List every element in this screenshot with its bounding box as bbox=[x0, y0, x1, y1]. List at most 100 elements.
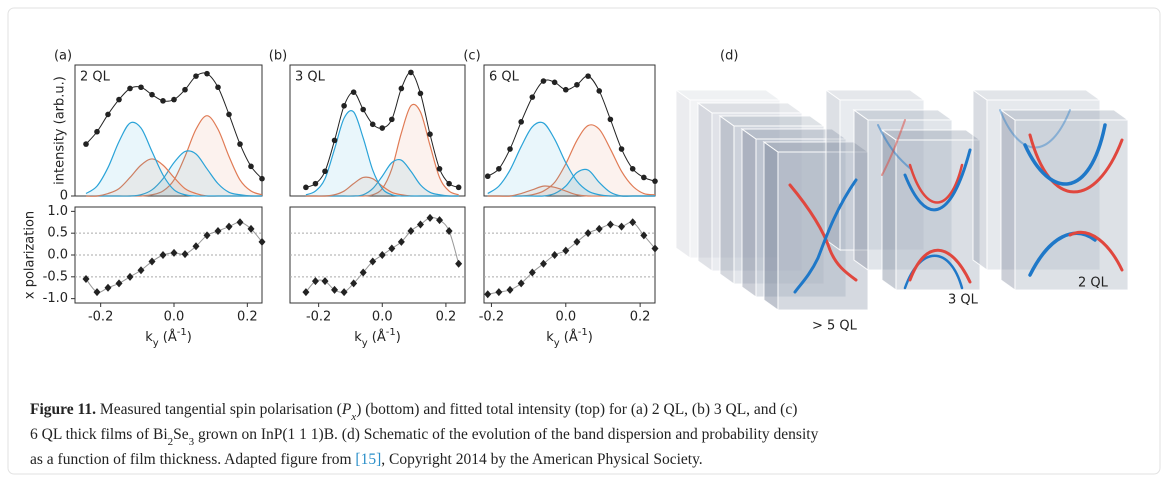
data-point bbox=[417, 90, 424, 97]
component-area bbox=[86, 115, 262, 197]
data-point bbox=[350, 89, 357, 95]
caption-text: P bbox=[341, 401, 352, 418]
data-point bbox=[407, 227, 415, 235]
data-point bbox=[618, 222, 626, 231]
data-point bbox=[573, 237, 581, 246]
data-point bbox=[389, 116, 395, 123]
x-axis-label-part: y bbox=[554, 338, 560, 349]
data-point bbox=[94, 128, 100, 135]
x-axis-label-part: k bbox=[354, 330, 362, 345]
data-point bbox=[82, 275, 90, 283]
data-point bbox=[426, 213, 434, 222]
caption-text: , Copyright 2014 by the American Physica… bbox=[381, 451, 702, 468]
data-point bbox=[148, 257, 156, 266]
band bbox=[1028, 231, 1097, 277]
schematic-label: > 5 QL bbox=[812, 319, 858, 334]
x-tick-label: 0.0 bbox=[372, 310, 393, 325]
y-tick-label: 0.5 bbox=[47, 226, 68, 241]
data-point bbox=[436, 216, 444, 225]
data-point bbox=[105, 111, 111, 118]
x-axis-label-part: k bbox=[145, 330, 153, 345]
slab-side bbox=[972, 89, 988, 271]
x-axis-label-part: (Å bbox=[560, 329, 578, 345]
component-area bbox=[305, 110, 459, 197]
x-tick-label: 0.2 bbox=[436, 310, 457, 325]
data-point bbox=[388, 244, 396, 253]
component-line bbox=[85, 121, 262, 197]
data-point bbox=[629, 166, 636, 172]
y-tick-label: 0 bbox=[60, 189, 68, 204]
x-axis-label-part: ) bbox=[588, 330, 593, 345]
data-point bbox=[83, 141, 89, 147]
data-point bbox=[379, 125, 386, 131]
x-axis-label-part: -1 bbox=[578, 327, 588, 338]
caption-text: x bbox=[350, 411, 356, 423]
component-area bbox=[86, 150, 262, 197]
slab-front bbox=[755, 138, 847, 298]
data-point bbox=[584, 229, 592, 238]
data-point bbox=[215, 84, 221, 91]
x-axis-label: ky (Å-1) bbox=[354, 327, 401, 349]
data-point bbox=[595, 224, 603, 233]
data-point bbox=[312, 180, 319, 187]
data-point bbox=[427, 131, 433, 138]
caption-text: ) (bottom) and fitted total intensity (t… bbox=[356, 401, 797, 418]
x-axis-label-part: y bbox=[362, 338, 368, 349]
data-point bbox=[322, 168, 328, 175]
data-point bbox=[182, 86, 188, 93]
panel-label: (c) bbox=[463, 49, 480, 64]
data-point bbox=[248, 163, 254, 170]
caption-text: Measured tangential spin polarisation ( bbox=[96, 401, 342, 418]
panel-title: 6 QL bbox=[489, 70, 520, 85]
data-point bbox=[506, 285, 514, 294]
component-area bbox=[487, 122, 655, 197]
data-point bbox=[226, 111, 232, 118]
x-axis-label-part: ) bbox=[396, 330, 401, 345]
y-tick-label: -0.5 bbox=[43, 269, 68, 284]
component-area bbox=[305, 159, 459, 197]
x-tick-label: 0.2 bbox=[630, 310, 651, 325]
schematic-label: 3 QL bbox=[948, 293, 979, 308]
caption-text: grown on InP(1 1 1)B. (d) Schematic of t… bbox=[194, 426, 818, 443]
band bbox=[877, 124, 913, 171]
component-line bbox=[86, 150, 263, 197]
data-point bbox=[495, 288, 503, 297]
x-axis-label-part: -1 bbox=[177, 327, 187, 338]
slab-top bbox=[824, 89, 926, 101]
data-point bbox=[181, 250, 189, 259]
data-point bbox=[408, 69, 414, 76]
data-point bbox=[596, 88, 603, 94]
slab-top bbox=[971, 89, 1102, 101]
slab-top bbox=[718, 115, 826, 127]
band bbox=[908, 248, 972, 284]
data-point bbox=[350, 279, 358, 288]
panel-title: 2 QL bbox=[80, 70, 111, 85]
citation-link[interactable]: [15] bbox=[355, 451, 381, 468]
band bbox=[788, 183, 858, 282]
band bbox=[1028, 133, 1124, 194]
data-point bbox=[159, 251, 167, 259]
band bbox=[908, 163, 964, 204]
x-tick-label: 0.0 bbox=[555, 310, 576, 325]
y-tick-label: 0.0 bbox=[47, 248, 68, 263]
trend-line bbox=[487, 221, 656, 295]
y-tick-label: 1.0 bbox=[47, 204, 68, 219]
data-point bbox=[204, 70, 210, 77]
caption-text: Se bbox=[173, 426, 189, 443]
data-point bbox=[640, 231, 648, 240]
slab-side bbox=[719, 115, 735, 285]
data-point bbox=[214, 227, 222, 235]
plot-frame bbox=[74, 64, 263, 197]
slab-side bbox=[763, 141, 779, 311]
data-point bbox=[115, 279, 123, 288]
x-tick-label: -0.2 bbox=[479, 310, 504, 325]
slab-side bbox=[853, 109, 869, 271]
slab-side bbox=[741, 128, 757, 298]
data-point bbox=[607, 116, 614, 123]
x-axis-label-part: (Å bbox=[368, 329, 386, 345]
data-point bbox=[606, 220, 614, 229]
data-point bbox=[416, 220, 424, 229]
component-area bbox=[305, 104, 459, 197]
data-point bbox=[455, 259, 463, 268]
component-line bbox=[305, 158, 459, 197]
